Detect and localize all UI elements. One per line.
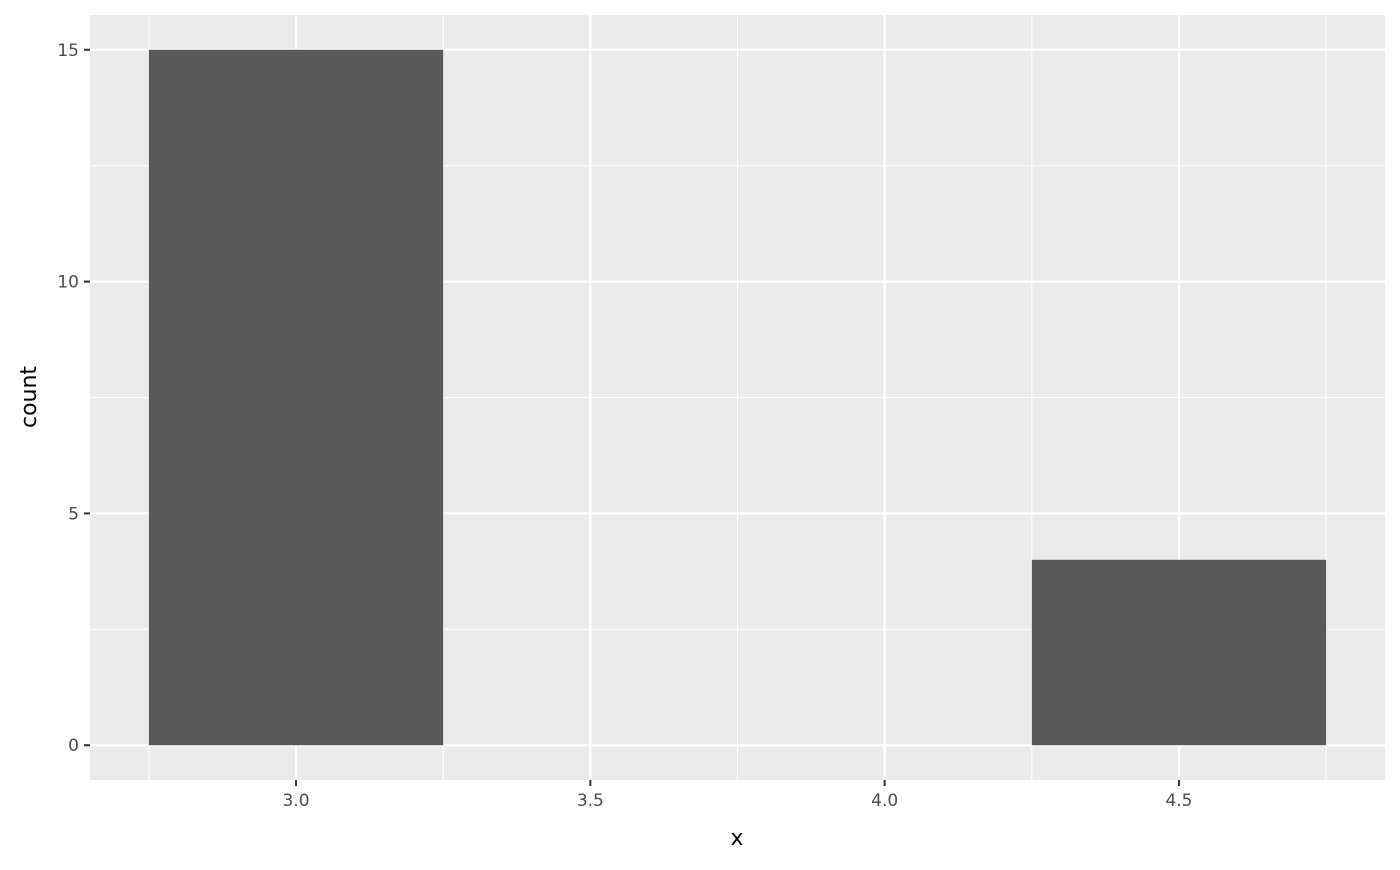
x-tick-label: 3.5 bbox=[577, 791, 604, 811]
x-axis-label: x bbox=[730, 826, 743, 851]
y-tick-label: 15 bbox=[57, 41, 79, 61]
y-tick-label: 0 bbox=[68, 736, 79, 756]
x-tick-label: 4.0 bbox=[871, 791, 898, 811]
x-tick-label: 3.0 bbox=[282, 791, 309, 811]
y-tick-label: 10 bbox=[57, 273, 79, 293]
x-tick-label: 4.5 bbox=[1165, 791, 1192, 811]
y-axis-label: count bbox=[17, 366, 42, 428]
y-tick-label: 5 bbox=[68, 504, 79, 524]
histogram-bar bbox=[148, 49, 444, 746]
axes: 3.0 3.5 4.0 4.5 0 5 10 15 bbox=[57, 41, 1192, 811]
bars bbox=[148, 49, 1327, 746]
histogram-bar bbox=[1031, 559, 1327, 746]
